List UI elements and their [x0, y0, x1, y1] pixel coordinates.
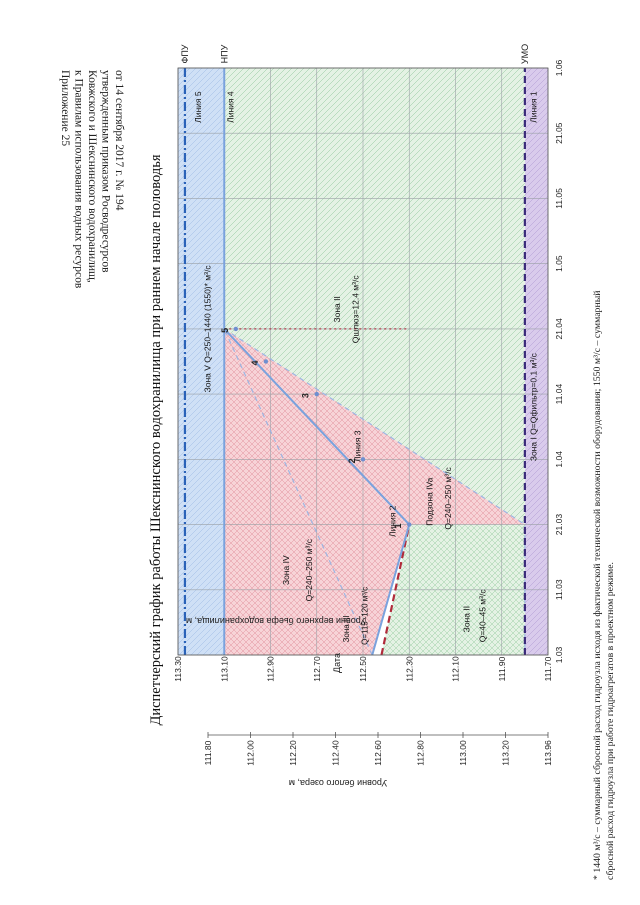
- zone-v-label: Зона V Q=250–1440 (1550)* м³/с: [202, 265, 212, 393]
- zone-iii-q: Q=115–120 м³/с: [361, 587, 370, 645]
- line-5-label: Линия 5: [193, 91, 203, 123]
- line-3-label: Линия 3: [353, 430, 363, 462]
- series-линия-2: [380, 524, 411, 656]
- y2-tick-label: 112.80: [416, 740, 426, 766]
- point-label-2: 2: [347, 458, 357, 463]
- y-tick-label: 112.10: [451, 656, 461, 682]
- y2-tick-label: 111.80: [203, 740, 213, 765]
- x-tick-label: 11.04: [554, 384, 564, 405]
- line-2-label: Линия 2: [387, 505, 397, 537]
- zone-boundary-upper: [223, 328, 373, 656]
- line-1-label: Линия 1: [528, 91, 538, 123]
- y-axis-title: Уровни верхнего бьефа водохранилища, м: [186, 616, 366, 626]
- x-tick-label: 1.06: [554, 59, 564, 76]
- zone-iii-label: Зона III: [342, 615, 351, 642]
- y2-tick-label: 112.00: [246, 740, 256, 766]
- lines-layer: [183, 68, 526, 656]
- grid-layer: [177, 67, 549, 656]
- zone-i-label: Зона I Q=Qфильтр=0.1 м³/с: [528, 352, 538, 461]
- appendix-line-5: от 14 сентября 2017 г. № 194: [113, 70, 125, 211]
- x-tick-label: 11.05: [554, 188, 564, 209]
- y-tick-label: 111.70: [543, 656, 553, 681]
- zone-ii-lower-label: Зона II: [461, 606, 471, 632]
- zone-boundary-lower: [223, 328, 526, 655]
- zone-i-fill: [524, 68, 548, 655]
- appendix-line-1: Приложение 25: [59, 70, 71, 146]
- x-tick-label: 11.03: [554, 579, 564, 600]
- axes-layer: 1.0311.0321.031.0411.0421.041.0511.0521.…: [173, 59, 564, 765]
- point-marker-1: [407, 522, 412, 527]
- level-label-фпу: ФПУ: [180, 44, 190, 63]
- subzone-iva-q: Q=240–250 м³/с: [443, 467, 453, 530]
- y2-tick-label: 113.96: [543, 740, 553, 766]
- x-tick-label: 1.03: [554, 646, 564, 663]
- footnote-line-2: сбросной расход гидроузла при работе гид…: [605, 562, 616, 880]
- y-axis-title-2: Уровни белого озера, м: [289, 778, 387, 788]
- zone-v-fill: [178, 68, 225, 655]
- y2-tick-label: 112.20: [288, 740, 298, 766]
- y2-tick-label: 112.40: [331, 740, 341, 766]
- appendix-header: Приложение 25 к Правилам использования в…: [59, 70, 125, 291]
- level-label-умо: УМО: [520, 44, 530, 64]
- y-tick-label: 112.90: [266, 656, 276, 682]
- y2-tick-label: 113.00: [458, 740, 468, 766]
- x-tick-label: 21.03: [554, 514, 564, 536]
- zone-ii-lower-q: Q=40–45 м³/с: [478, 589, 488, 643]
- footnote: * 1440 м³/с – суммарный сбросной расход …: [592, 288, 616, 880]
- y2-tick-label: 112.60: [373, 740, 383, 766]
- point-marker-3: [314, 391, 319, 397]
- level-label-нпу: НПУ: [219, 44, 229, 63]
- y-tick-label: 113.10: [219, 656, 229, 682]
- point-marker-4: [263, 359, 269, 364]
- plot-frame: [177, 67, 549, 656]
- svg-text:Приложение 25 к Правилам: Приложение 25 к Правилам использования в…: [59, 70, 125, 291]
- point-label-5: 5: [220, 328, 230, 333]
- x-tick-label: 1.04: [554, 451, 564, 468]
- labels-layer: ФПУ НПУ УМО 1 2 3 4 5 Зона V Q=250–1440 (1550)* …: [180, 44, 539, 645]
- y-tick-label: 113.30: [173, 656, 183, 682]
- point-marker-5: [233, 326, 239, 332]
- footnote-line-1: * 1440 м³/с – суммарный сбросной расход …: [592, 290, 603, 880]
- x-tick-label: 21.05: [554, 122, 564, 144]
- y-tick-label: 112.30: [404, 656, 414, 682]
- zone-iv-q: Q=240–250 м³/с: [304, 538, 314, 601]
- point-label-1: 1: [393, 524, 403, 529]
- y-tick-label: 111.90: [497, 656, 507, 681]
- chart-title: Диспетчерский график работы Шекснинского…: [148, 154, 164, 725]
- y-tick-label: 112.50: [358, 656, 368, 682]
- x-tick-label: 1.05: [554, 255, 564, 272]
- zone-ii-q: Qшлюз=12.4 м³/с: [350, 275, 360, 344]
- x-tick-label: 21.04: [554, 318, 564, 340]
- subzone-iva-fill: [224, 328, 525, 525]
- x-axis-title: Дата: [332, 653, 342, 673]
- point-label-4: 4: [250, 360, 260, 365]
- zone-ii-label: Зона II: [332, 296, 342, 322]
- appendix-line-2: к Правилам использования водных ресурсов: [73, 70, 85, 289]
- line-4-label: Линия 4: [226, 91, 236, 123]
- zone-iv-label: Зона IV: [281, 555, 291, 585]
- appendix-line-3: Ковжского и Шекснинского водохранилищ,: [86, 70, 98, 283]
- y-tick-label: 112.70: [312, 656, 322, 682]
- y2-tick-label: 113.20: [501, 740, 511, 766]
- point-label-3: 3: [301, 393, 311, 398]
- point-marker-2: [360, 457, 366, 462]
- subzone-iva-label: Подзона IVa: [424, 477, 434, 525]
- appendix-line-4: утвержденным приказом Росводресурсов: [100, 70, 112, 273]
